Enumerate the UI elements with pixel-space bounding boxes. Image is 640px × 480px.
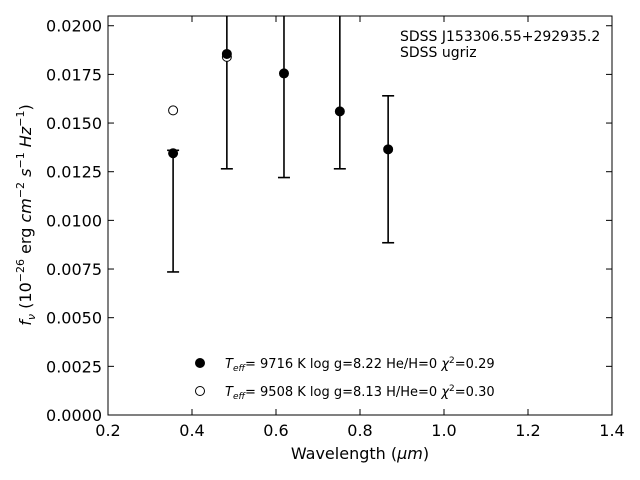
data-point-filled xyxy=(278,68,289,79)
x-tick-label: 0.4 xyxy=(179,421,204,440)
x-tick-label: 1.2 xyxy=(515,421,540,440)
legend-marker-open xyxy=(195,386,205,396)
y-tick-label: 0.0000 xyxy=(46,406,102,425)
data-point-filled xyxy=(383,144,394,155)
y-tick-label: 0.0100 xyxy=(46,211,102,230)
legend: Teff= 9716 K log g=8.22 He/H=0 χ2=0.29 T… xyxy=(195,356,495,402)
y-tick-label: 0.0125 xyxy=(46,163,102,182)
data-point-open xyxy=(168,105,179,116)
data-points xyxy=(168,48,394,159)
error-bars xyxy=(167,16,395,273)
x-tick-label: 1.0 xyxy=(431,421,456,440)
x-ticks: 0.2 0.4 0.6 0.8 1.0 1.2 1.4 xyxy=(95,16,625,440)
plot-frame xyxy=(107,15,613,416)
y-tick-label: 0.0200 xyxy=(46,17,102,36)
x-tick-label: 0.2 xyxy=(95,421,120,440)
x-tick-label: 0.6 xyxy=(263,421,288,440)
y-tick-label: 0.0025 xyxy=(46,357,102,376)
legend-marker-filled xyxy=(195,358,205,368)
y-axis-label: fν (10−26 erg cm−2 s−1 Hz−1) xyxy=(14,104,38,325)
annotation-object-name: SDSS J153306.55+292935.2 xyxy=(400,29,600,45)
y-tick-label: 0.0175 xyxy=(46,65,102,84)
data-point-filled xyxy=(221,48,232,59)
x-axis-label: Wavelength (μm) xyxy=(291,444,429,463)
axes xyxy=(107,15,613,416)
x-tick-label: 1.4 xyxy=(599,421,624,440)
legend-entry-2: Teff= 9508 K log g=8.13 H/He=0 χ2=0.30 xyxy=(225,384,495,402)
y-tick-label: 0.0075 xyxy=(46,260,102,279)
annotation-filter-system: SDSS ugriz xyxy=(400,45,477,61)
y-tick-label: 0.0150 xyxy=(46,114,102,133)
data-point-filled xyxy=(168,148,179,159)
data-point-filled xyxy=(334,106,345,117)
x-tick-label: 0.8 xyxy=(347,421,372,440)
legend-entry-1: Teff= 9716 K log g=8.22 He/H=0 χ2=0.29 xyxy=(225,356,495,374)
y-ticks: 0.0000 0.0025 0.0050 0.0075 0.0100 0.0125 0.01… xyxy=(46,17,612,425)
y-tick-label: 0.0050 xyxy=(46,309,102,328)
